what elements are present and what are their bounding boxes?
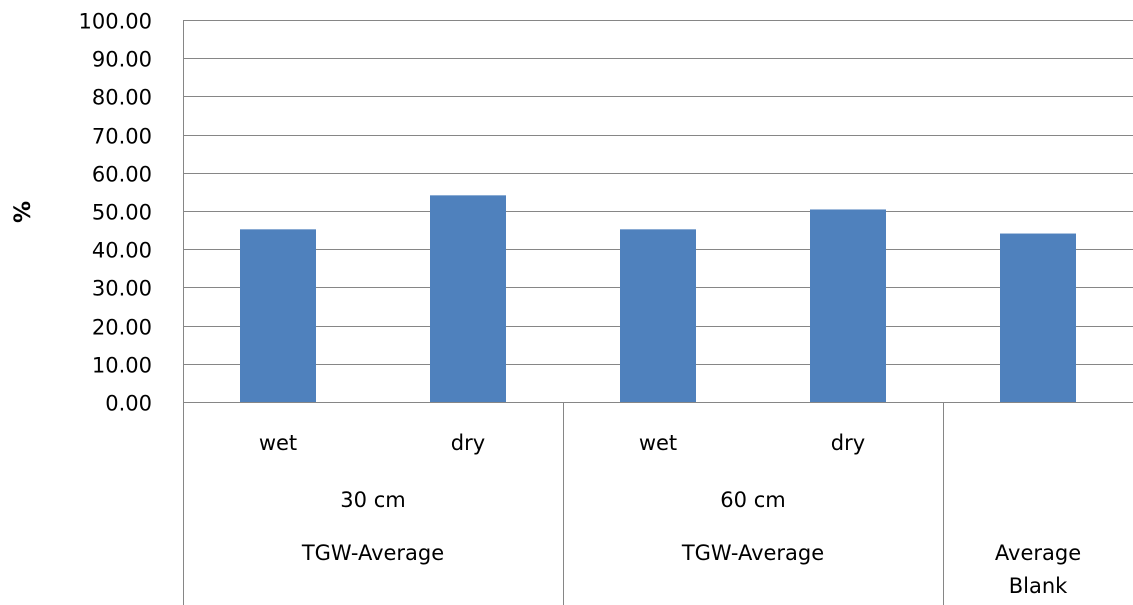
bar-layer (240, 195, 1076, 402)
x-category-label: wet (639, 431, 677, 455)
y-tick-label: 60.00 (92, 163, 152, 187)
x-category-label: dry (451, 431, 485, 455)
label-layer: 0.00 10.00 20.00 30.00 40.00 50.00 60.00 70.00 8… (79, 10, 1082, 599)
y-tick-label: 100.00 (79, 10, 152, 34)
x-outer-group-label: Average (995, 541, 1081, 565)
y-tick-label: 70.00 (92, 125, 152, 149)
x-group-label: 30 cm (340, 488, 405, 512)
x-outer-group-label: Blank (1009, 574, 1068, 598)
bar (810, 209, 886, 402)
bar (620, 229, 696, 402)
x-category-label: wet (259, 431, 297, 455)
bar (430, 195, 506, 402)
y-tick-label: 10.00 (92, 354, 152, 378)
y-tick-label: 20.00 (92, 316, 152, 340)
x-category-label: dry (831, 431, 865, 455)
bar (1000, 233, 1076, 402)
x-group-label: 60 cm (720, 488, 785, 512)
bar (240, 229, 316, 402)
y-tick-label: 80.00 (92, 86, 152, 110)
y-tick-label: 40.00 (92, 239, 152, 263)
x-outer-group-label: TGW-Average (681, 541, 824, 565)
y-tick-label: 90.00 (92, 48, 152, 72)
y-tick-label: 50.00 (92, 201, 152, 225)
x-outer-group-label: TGW-Average (301, 541, 444, 565)
axis-layer (183, 20, 944, 605)
y-axis-title: % (11, 201, 36, 223)
y-tick-label: 30.00 (92, 277, 152, 301)
y-tick-label: 0.00 (105, 392, 152, 416)
